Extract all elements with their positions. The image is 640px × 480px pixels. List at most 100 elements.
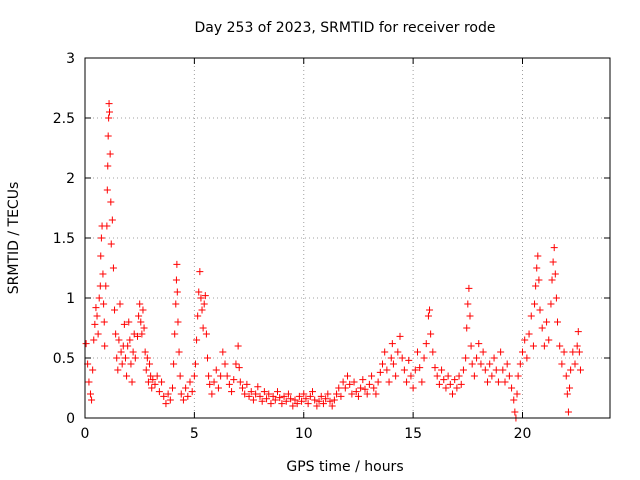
data-point [462,354,470,362]
data-point [359,376,367,384]
data-point [523,354,531,362]
plot-frame [84,57,611,419]
y-tick-labels: 0 0.5 1 1.5 2 2.5 3 [53,51,75,427]
data-point [564,408,572,416]
data-point [330,396,338,404]
data-point [513,390,521,398]
data-point [172,276,180,284]
y-axis-label: SRMTID / TECUs [6,182,22,295]
data-point [341,384,349,392]
data-point [543,318,551,326]
data-point [243,380,251,388]
data-point [173,260,181,268]
data-point [104,132,112,140]
data-point [313,402,321,410]
data-point [210,378,218,386]
data-point [176,372,184,380]
data-point [103,186,111,194]
data-point [269,392,277,400]
data-point [319,400,327,408]
data-point [263,395,271,403]
data-point [121,354,129,362]
data-point [479,348,487,356]
data-point [234,342,242,350]
data-point [569,348,577,356]
data-point [100,318,108,326]
data-point [93,312,101,320]
data-point [99,270,107,278]
data-point [117,348,125,356]
data-point [204,354,211,362]
x-tick-label: 5 [190,426,199,442]
data-point [508,384,516,392]
data-point [531,300,539,308]
data-point [235,364,243,372]
data-point [179,396,187,404]
data-point [143,354,151,362]
x-tick-label: 15 [404,426,422,442]
data-point [468,360,476,368]
y-tick-label: 0.5 [53,351,75,367]
data-point [146,360,154,368]
data-point [225,380,233,388]
data-point [280,392,288,400]
data-point [219,348,227,356]
data-point [194,312,202,320]
data-point [368,372,376,380]
data-point [420,354,428,362]
data-point [249,396,257,404]
data-point [111,306,119,314]
data-point [89,366,97,374]
data-point [217,372,225,380]
data-point [576,366,584,374]
data-point [265,390,273,398]
data-point [550,244,558,252]
data-point [344,372,351,380]
data-point [486,360,494,368]
data-point [540,342,548,350]
data-point [128,378,136,386]
data-point [484,378,491,386]
data-point [141,348,149,356]
data-point [455,372,463,380]
data-point [552,294,560,302]
data-point [519,348,526,356]
data-point [182,384,190,392]
data-point [551,270,559,278]
data-point [505,372,513,380]
data-point [416,364,424,372]
grid [85,58,610,418]
data-point [160,392,168,400]
data-point [137,318,145,326]
data-point [306,392,314,400]
data-point [465,284,473,292]
data-point [295,392,303,400]
data-point [94,330,102,338]
data-point [113,354,121,362]
data-point [464,300,472,308]
data-point [298,397,306,405]
data-point [433,372,441,380]
data-point [214,384,222,392]
data-point [558,360,566,368]
data-point [241,390,249,398]
x-axis-label: GPS time / hours [286,459,403,475]
data-point [388,340,396,348]
data-point [317,392,325,400]
data-point [109,264,117,272]
data-point [90,336,98,344]
y-tick-label: 2.5 [53,111,75,127]
data-point [291,396,299,404]
data-point [574,328,582,336]
data-point [376,368,384,376]
data-point [392,372,400,380]
data-point [274,388,281,396]
data-point [188,388,196,396]
data-point [115,336,123,344]
data-point [278,400,286,408]
data-point [339,378,347,386]
data-point [126,336,134,344]
data-point [414,348,421,356]
data-point [136,300,144,308]
